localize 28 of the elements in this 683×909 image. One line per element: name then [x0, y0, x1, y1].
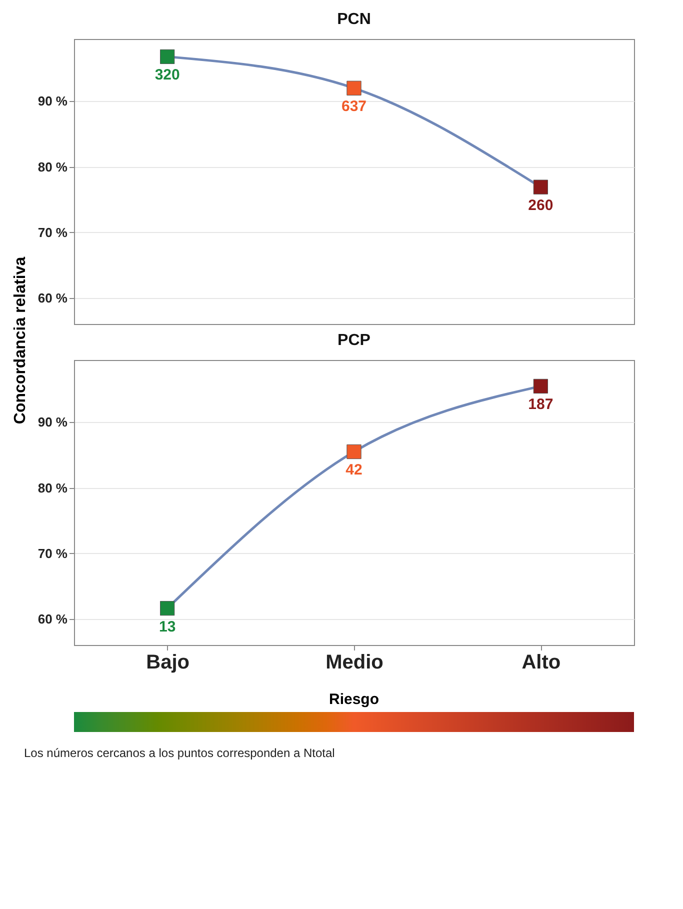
point — [160, 49, 175, 64]
point — [346, 444, 362, 460]
x-tick-label: Medio — [326, 652, 384, 674]
annotation: 260 — [528, 197, 554, 214]
chart-title: PCN — [337, 11, 371, 28]
y-tick-label: 60 % — [38, 290, 68, 306]
annotation: 187 — [528, 396, 554, 414]
annotation: 320 — [154, 66, 180, 84]
annotation: 42 — [346, 462, 362, 479]
y-tick-label: 70 % — [38, 224, 68, 240]
annotation: 13 — [158, 618, 176, 636]
chart-title: PCP — [338, 332, 371, 349]
y-tick-label: 60 % — [38, 611, 68, 626]
text: Los números cercanos a los puntos corresponden a Ntotal — [24, 746, 336, 760]
point — [160, 600, 175, 616]
y-tick-label: 80 % — [38, 480, 68, 496]
x-tick-label: Alto — [522, 652, 561, 674]
annotation: 637 — [341, 98, 367, 116]
point — [533, 378, 548, 394]
x-tick-label: Bajo — [146, 652, 190, 674]
y-tick-label: 80 % — [38, 159, 68, 174]
point — [346, 80, 362, 96]
y-tick-label: 90 % — [38, 94, 68, 109]
y-tick-label: 70 % — [38, 546, 68, 561]
point — [533, 180, 548, 194]
y-tick-label: 90 % — [38, 414, 68, 430]
y-axis-title: Concordancia relativa — [12, 256, 29, 424]
color-bar-title: Riesgo — [328, 691, 380, 708]
